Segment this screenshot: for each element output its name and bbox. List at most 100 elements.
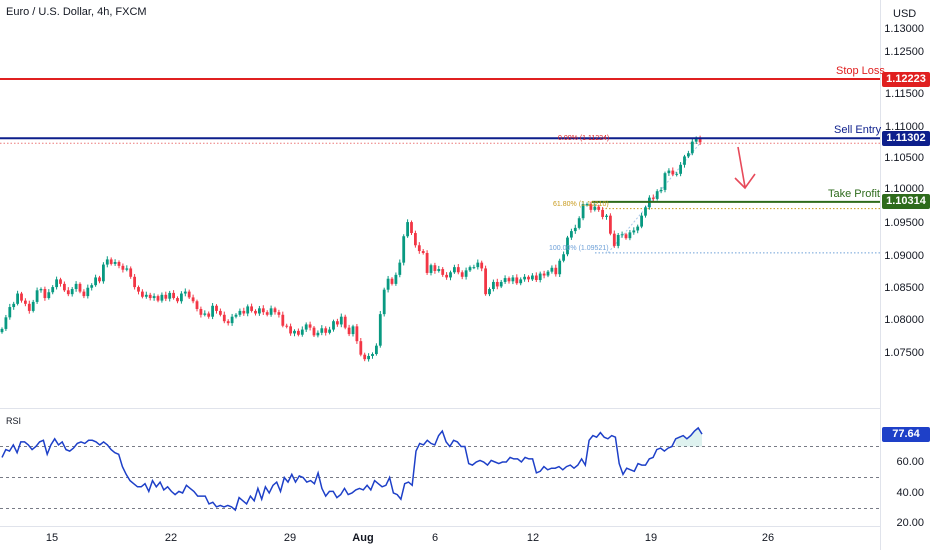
candle-body xyxy=(336,321,339,325)
candle-body xyxy=(651,197,655,199)
candle-body xyxy=(343,316,347,328)
candle-body xyxy=(180,293,183,302)
candle-body xyxy=(531,275,534,280)
x-tick: 15 xyxy=(45,532,59,544)
candle-body xyxy=(207,313,211,317)
x-tick: 12 xyxy=(526,532,540,544)
fib-price: (1.11224) xyxy=(579,135,610,143)
candle-body xyxy=(468,267,472,271)
candle-body xyxy=(476,262,480,268)
candle-body xyxy=(671,170,675,175)
sell-entry-price-badge: 1.11302 xyxy=(882,130,930,146)
candle-body xyxy=(137,287,140,292)
y-tick: 1.09500 xyxy=(884,217,924,229)
fib-pct: 0.00% xyxy=(558,135,578,143)
candle-body xyxy=(144,294,148,297)
fib-pct: 100.00% xyxy=(549,244,577,252)
candle-body xyxy=(273,308,277,313)
candle-body xyxy=(222,314,226,322)
stop-loss-price-badge: 1.12223 xyxy=(882,71,930,87)
candle-body xyxy=(289,326,292,334)
candle-body xyxy=(347,327,351,335)
candle-body xyxy=(20,293,23,301)
candle-body xyxy=(640,215,643,227)
candle-body xyxy=(339,316,343,325)
y-tick: 1.09000 xyxy=(884,250,924,262)
candle-body xyxy=(453,267,456,273)
fib-price: (1.09521) xyxy=(578,244,609,252)
candle-body xyxy=(176,298,179,302)
candle-body xyxy=(433,265,437,272)
candle-body xyxy=(690,141,694,154)
candlestick-series xyxy=(0,135,702,362)
candle-body xyxy=(203,313,207,315)
fibonacci-retracement xyxy=(0,142,880,254)
candle-body xyxy=(70,289,74,295)
candle-body xyxy=(421,251,425,253)
candle-body xyxy=(332,321,335,330)
candle-body xyxy=(230,316,234,324)
candle-body xyxy=(624,234,628,239)
y-tick: 1.07500 xyxy=(884,347,924,359)
candle-body xyxy=(527,276,530,280)
candle-body xyxy=(265,312,269,315)
candle-body xyxy=(0,328,4,333)
candle-body xyxy=(269,308,273,315)
candle-body xyxy=(492,281,495,290)
take-profit-price-badge: 1.10314 xyxy=(882,194,930,210)
candle-body xyxy=(495,281,499,287)
candle-body xyxy=(12,303,16,308)
x-tick: 29 xyxy=(283,532,297,544)
candle-body xyxy=(499,281,503,287)
y-tick: 1.10000 xyxy=(884,183,924,195)
candle-body xyxy=(183,291,187,294)
candle-body xyxy=(659,189,663,192)
candle-body xyxy=(577,218,581,228)
candle-body xyxy=(573,227,577,232)
trade-level-lines xyxy=(0,78,880,203)
candle-body xyxy=(460,272,464,277)
rsi-y-tick: 40.00 xyxy=(896,487,924,499)
take-profit-label: Take Profit xyxy=(828,187,880,200)
candle-body xyxy=(511,277,515,282)
fib-pct: 61.80% xyxy=(553,200,577,208)
candle-body xyxy=(31,301,35,311)
x-tick: Aug xyxy=(352,532,374,544)
currency-label[interactable]: USD xyxy=(893,8,917,20)
candle-body xyxy=(254,310,257,314)
candle-body xyxy=(655,191,659,199)
candle-body xyxy=(593,206,597,210)
candle-body xyxy=(300,329,304,335)
candle-body xyxy=(406,222,409,237)
candle-body xyxy=(63,283,66,291)
candle-body xyxy=(86,287,90,297)
candle-body xyxy=(550,267,554,272)
candle-body xyxy=(441,269,445,275)
candle-body xyxy=(74,283,78,290)
candle-body xyxy=(43,289,47,299)
candle-body xyxy=(515,277,519,284)
candle-body xyxy=(538,273,542,281)
candle-body xyxy=(125,268,129,270)
candle-body xyxy=(148,294,152,299)
candle-body xyxy=(234,314,238,317)
candle-body xyxy=(371,354,374,356)
candle-body xyxy=(464,270,468,277)
candle-body xyxy=(363,354,367,360)
candle-body xyxy=(425,252,429,273)
rsi-y-tick: 60.00 xyxy=(896,456,924,468)
x-tick: 26 xyxy=(761,532,775,544)
x-tick: 22 xyxy=(164,532,178,544)
candle-body xyxy=(581,204,585,219)
candle-body xyxy=(675,173,679,175)
candle-body xyxy=(66,290,70,295)
candle-body xyxy=(226,321,230,324)
candle-body xyxy=(558,260,562,275)
candle-body xyxy=(667,170,671,174)
candle-body xyxy=(297,330,300,335)
candle-body xyxy=(398,262,402,275)
candle-body xyxy=(585,204,589,206)
candle-body xyxy=(35,290,39,302)
candle-body xyxy=(632,230,636,233)
